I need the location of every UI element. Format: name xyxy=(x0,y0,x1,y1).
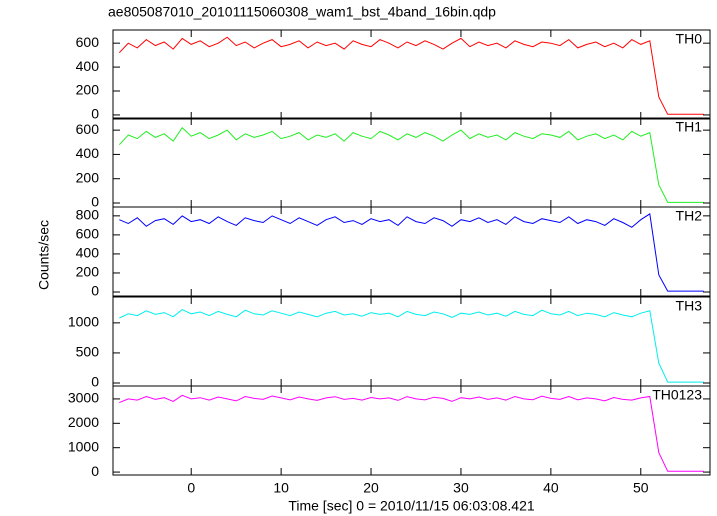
series-label: TH2 xyxy=(676,208,703,224)
y-tick-label: 200 xyxy=(76,264,100,280)
series-line xyxy=(118,126,704,203)
x-tick-label: 0 xyxy=(187,480,195,496)
x-tick-label: 50 xyxy=(633,480,649,496)
y-tick-label: 2000 xyxy=(68,414,99,430)
y-tick-label: 0 xyxy=(91,283,99,299)
y-tick-label: 800 xyxy=(76,207,100,223)
x-axis-label: Time [sec] 0 = 2010/11/15 06:03:08.421 xyxy=(288,498,535,514)
panel-frame xyxy=(112,117,711,208)
y-tick-label: 0 xyxy=(91,194,99,210)
panel-frame xyxy=(112,385,711,476)
series-line xyxy=(118,36,704,115)
series-label: TH0 xyxy=(676,31,703,47)
panel-frame xyxy=(112,29,711,120)
y-tick-label: 1000 xyxy=(68,314,99,330)
series-label: TH1 xyxy=(676,119,703,135)
x-tick-label: 40 xyxy=(543,480,559,496)
y-tick-label: 400 xyxy=(76,145,100,161)
series-label: TH0123 xyxy=(652,387,702,403)
y-tick-label: 500 xyxy=(76,344,100,360)
x-tick-label: 10 xyxy=(273,480,289,496)
y-tick-label: 3000 xyxy=(68,390,99,406)
x-tick-label: 30 xyxy=(453,480,469,496)
panel-frame xyxy=(112,206,711,297)
series-line xyxy=(119,394,704,472)
y-tick-label: 400 xyxy=(76,245,100,261)
chart-title: ae805087010_20101115060308_wam1_bst_4ban… xyxy=(108,4,496,20)
y-tick-label: 200 xyxy=(76,82,100,98)
y-tick-label: 200 xyxy=(76,169,100,185)
y-tick-label: 0 xyxy=(91,374,99,390)
x-tick-label: 20 xyxy=(363,480,379,496)
series-label: TH3 xyxy=(676,298,703,314)
y-tick-label: 0 xyxy=(91,106,99,122)
y-tick-label: 1000 xyxy=(68,438,99,454)
y-tick-label: 600 xyxy=(76,121,100,137)
y-tick-label: 400 xyxy=(76,58,100,74)
y-tick-label: 600 xyxy=(76,34,100,50)
y-axis-label: Counts/sec xyxy=(36,220,52,290)
y-tick-label: 600 xyxy=(76,226,100,242)
y-tick-label: 0 xyxy=(91,463,99,479)
series-line xyxy=(119,213,704,292)
panel-frame xyxy=(112,296,711,387)
series-line xyxy=(119,309,704,383)
